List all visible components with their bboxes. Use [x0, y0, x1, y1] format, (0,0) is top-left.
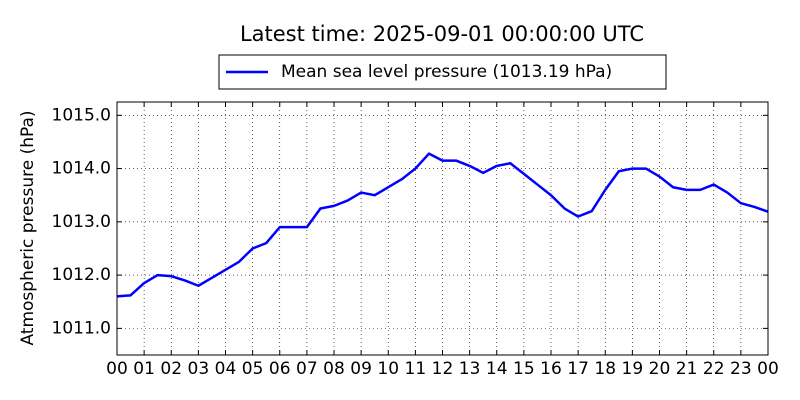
x-tick-label: 14	[486, 359, 508, 379]
x-tick-label: 21	[676, 359, 698, 379]
x-tick-label: 19	[622, 359, 644, 379]
x-tick-label: 12	[432, 359, 454, 379]
x-tick-label: 10	[377, 359, 399, 379]
y-tick-label: 1011.0	[52, 318, 111, 338]
x-tick-label: 23	[730, 359, 752, 379]
x-tick-label: 02	[160, 359, 182, 379]
y-tick-label: 1013.0	[52, 212, 111, 232]
plot-frame	[116, 101, 769, 356]
x-tick-label: 06	[269, 359, 291, 379]
x-tick-label: 04	[215, 359, 237, 379]
x-tick-label: 01	[133, 359, 155, 379]
y-tick-label: 1012.0	[52, 265, 111, 285]
x-tick-label: 11	[405, 359, 427, 379]
x-tick-label: 17	[567, 359, 589, 379]
x-tick-label: 22	[703, 359, 725, 379]
x-tick-label: 15	[513, 359, 535, 379]
y-tick-label: 1015.0	[52, 105, 111, 125]
x-tick-label: 03	[188, 359, 210, 379]
x-tick-label: 07	[296, 359, 318, 379]
legend	[218, 54, 667, 90]
y-axis-label: Atmospheric pressure (hPa)	[18, 110, 38, 345]
x-tick-label: 00	[106, 359, 128, 379]
x-tick-label: 13	[459, 359, 481, 379]
x-tick-label: 09	[350, 359, 372, 379]
x-tick-label: 18	[594, 359, 616, 379]
x-tick-label: 08	[323, 359, 345, 379]
x-tick-label: 05	[242, 359, 264, 379]
chart-title: Latest time: 2025-09-01 00:00:00 UTC	[240, 22, 644, 46]
x-tick-label: 20	[649, 359, 671, 379]
x-tick-label: 16	[540, 359, 562, 379]
x-tick-label: 00	[757, 359, 779, 379]
legend-label: Mean sea level pressure (1013.19 hPa)	[281, 62, 612, 82]
data-line	[116, 152, 769, 298]
y-tick-label: 1014.0	[52, 159, 111, 179]
